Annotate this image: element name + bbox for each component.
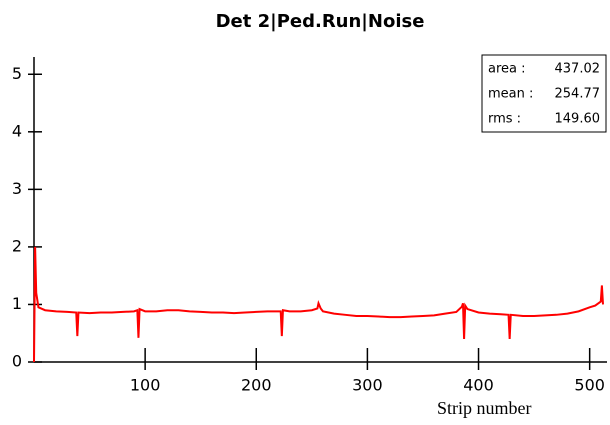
x-tick-label: 200 <box>241 376 272 395</box>
x-tick-label: 300 <box>352 376 383 395</box>
x-tick-label: 100 <box>130 376 161 395</box>
y-tick-label: 0 <box>12 352 22 371</box>
stat-value: 437.02 <box>555 62 601 77</box>
y-tick-label: 5 <box>12 64 22 83</box>
x-axis-label: Strip number <box>437 398 532 418</box>
y-tick-label: 4 <box>12 121 22 140</box>
stat-value: 149.60 <box>555 112 601 127</box>
y-tick-label: 3 <box>12 179 22 198</box>
data-line <box>33 246 604 363</box>
stats-box <box>481 54 607 133</box>
chart-title: Det 2|Ped.Run|Noise <box>216 11 425 32</box>
x-tick-label: 500 <box>574 376 605 395</box>
stat-value: 254.77 <box>555 87 601 102</box>
stat-name: area : <box>488 62 526 77</box>
x-tick-label: 400 <box>463 376 494 395</box>
y-tick-label: 2 <box>12 236 22 255</box>
y-tick-label: 1 <box>12 294 22 313</box>
stat-name: mean : <box>488 87 533 102</box>
stat-name: rms : <box>488 112 521 127</box>
